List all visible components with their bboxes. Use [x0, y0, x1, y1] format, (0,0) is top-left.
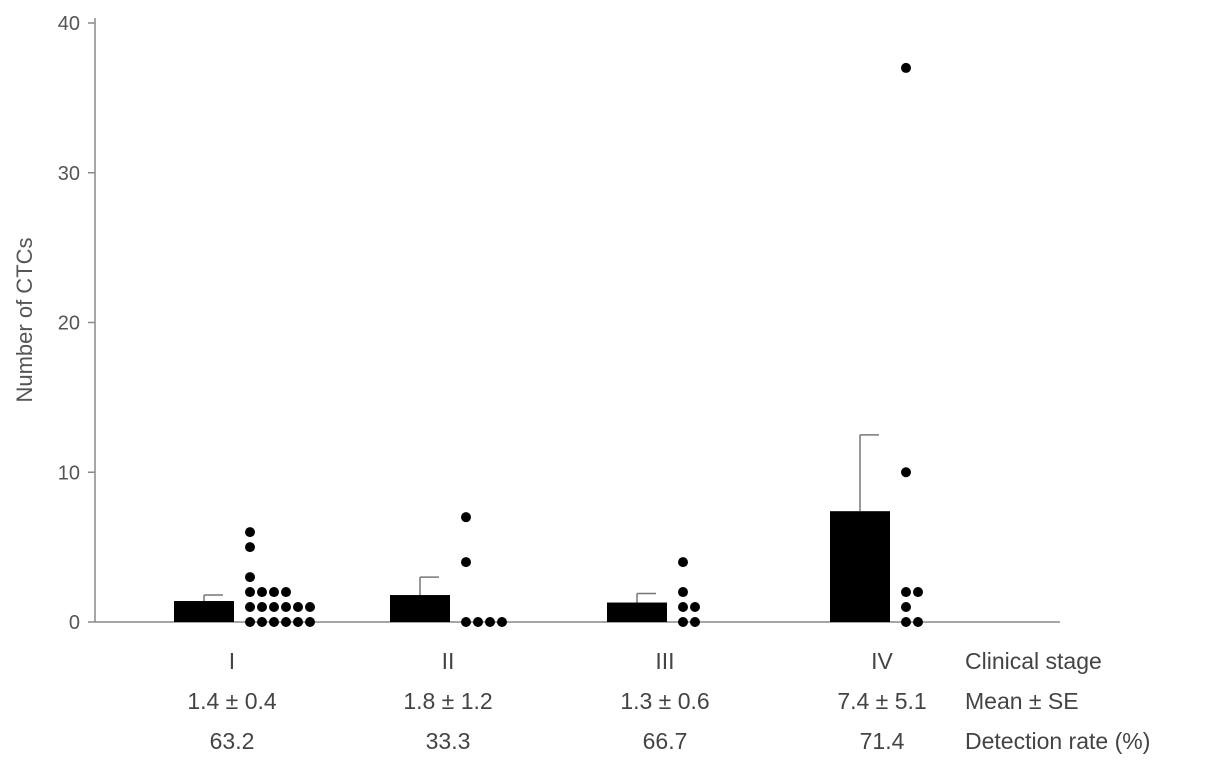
y-tick-label: 10 — [58, 462, 80, 484]
y-tick-label: 20 — [58, 313, 80, 335]
bar — [390, 595, 450, 622]
row-label-detection-rate: Detection rate (%) — [965, 728, 1150, 754]
data-point — [901, 587, 911, 598]
data-point — [678, 587, 688, 598]
row-label-mean-se: Mean ± SE — [965, 688, 1079, 714]
bar — [174, 601, 234, 622]
bar — [830, 511, 890, 622]
data-point — [245, 542, 255, 553]
data-point — [461, 512, 471, 523]
mean-se-value: 1.3 ± 0.6 — [620, 688, 709, 714]
data-point — [461, 617, 471, 627]
data-point — [257, 602, 267, 613]
detection-rate-value: 63.2 — [210, 728, 255, 754]
category-label: III — [655, 648, 674, 674]
detection-rate-value: 71.4 — [860, 728, 905, 754]
y-tick-label: 40 — [58, 13, 80, 35]
data-point — [257, 617, 267, 627]
data-point — [497, 617, 507, 627]
y-tick-label: 30 — [58, 163, 80, 185]
row-label-clinical-stage: Clinical stage — [965, 648, 1102, 674]
data-point — [678, 617, 688, 627]
y-ticks: 0 10 20 30 40 — [58, 13, 95, 634]
data-point — [305, 602, 315, 613]
category-table: I 1.4 ± 0.4 63.2 II 1.8 ± 1.2 33.3 III 1.3 ± 0.… — [187, 648, 1150, 754]
data-point — [269, 602, 279, 613]
data-point — [461, 557, 471, 568]
data-point — [901, 467, 911, 478]
error-bars — [203, 434, 879, 603]
y-tick-label: 0 — [69, 612, 80, 634]
category-label: II — [442, 648, 455, 674]
mean-se-value: 1.8 ± 1.2 — [403, 688, 492, 714]
data-point — [473, 617, 483, 627]
data-point — [269, 617, 279, 627]
bar — [607, 602, 667, 622]
data-point — [901, 62, 911, 73]
data-point — [245, 602, 255, 613]
data-point — [245, 527, 255, 538]
mean-se-value: 7.4 ± 5.1 — [837, 688, 926, 714]
data-point — [281, 617, 291, 627]
category-label: I — [229, 648, 235, 674]
category-label: IV — [871, 648, 893, 674]
data-point — [913, 617, 923, 627]
bars — [174, 511, 890, 622]
data-point — [305, 617, 315, 627]
data-point — [901, 602, 911, 613]
data-point — [293, 602, 303, 613]
detection-rate-value: 33.3 — [426, 728, 471, 754]
data-point — [269, 587, 279, 598]
data-point — [281, 602, 291, 613]
data-point — [245, 587, 255, 598]
data-point — [293, 617, 303, 627]
data-point — [690, 617, 700, 627]
data-point — [245, 572, 255, 583]
data-point — [245, 617, 255, 627]
data-point — [281, 587, 291, 598]
detection-rate-value: 66.7 — [643, 728, 688, 754]
data-point — [901, 617, 911, 627]
data-point — [678, 557, 688, 568]
data-point — [913, 587, 923, 598]
data-point — [485, 617, 495, 627]
data-point — [690, 602, 700, 613]
mean-se-value: 1.4 ± 0.4 — [187, 688, 277, 714]
data-point — [678, 602, 688, 613]
data-point — [257, 587, 267, 598]
data-points — [245, 62, 923, 627]
y-axis-title: Number of CTCs — [12, 237, 37, 402]
